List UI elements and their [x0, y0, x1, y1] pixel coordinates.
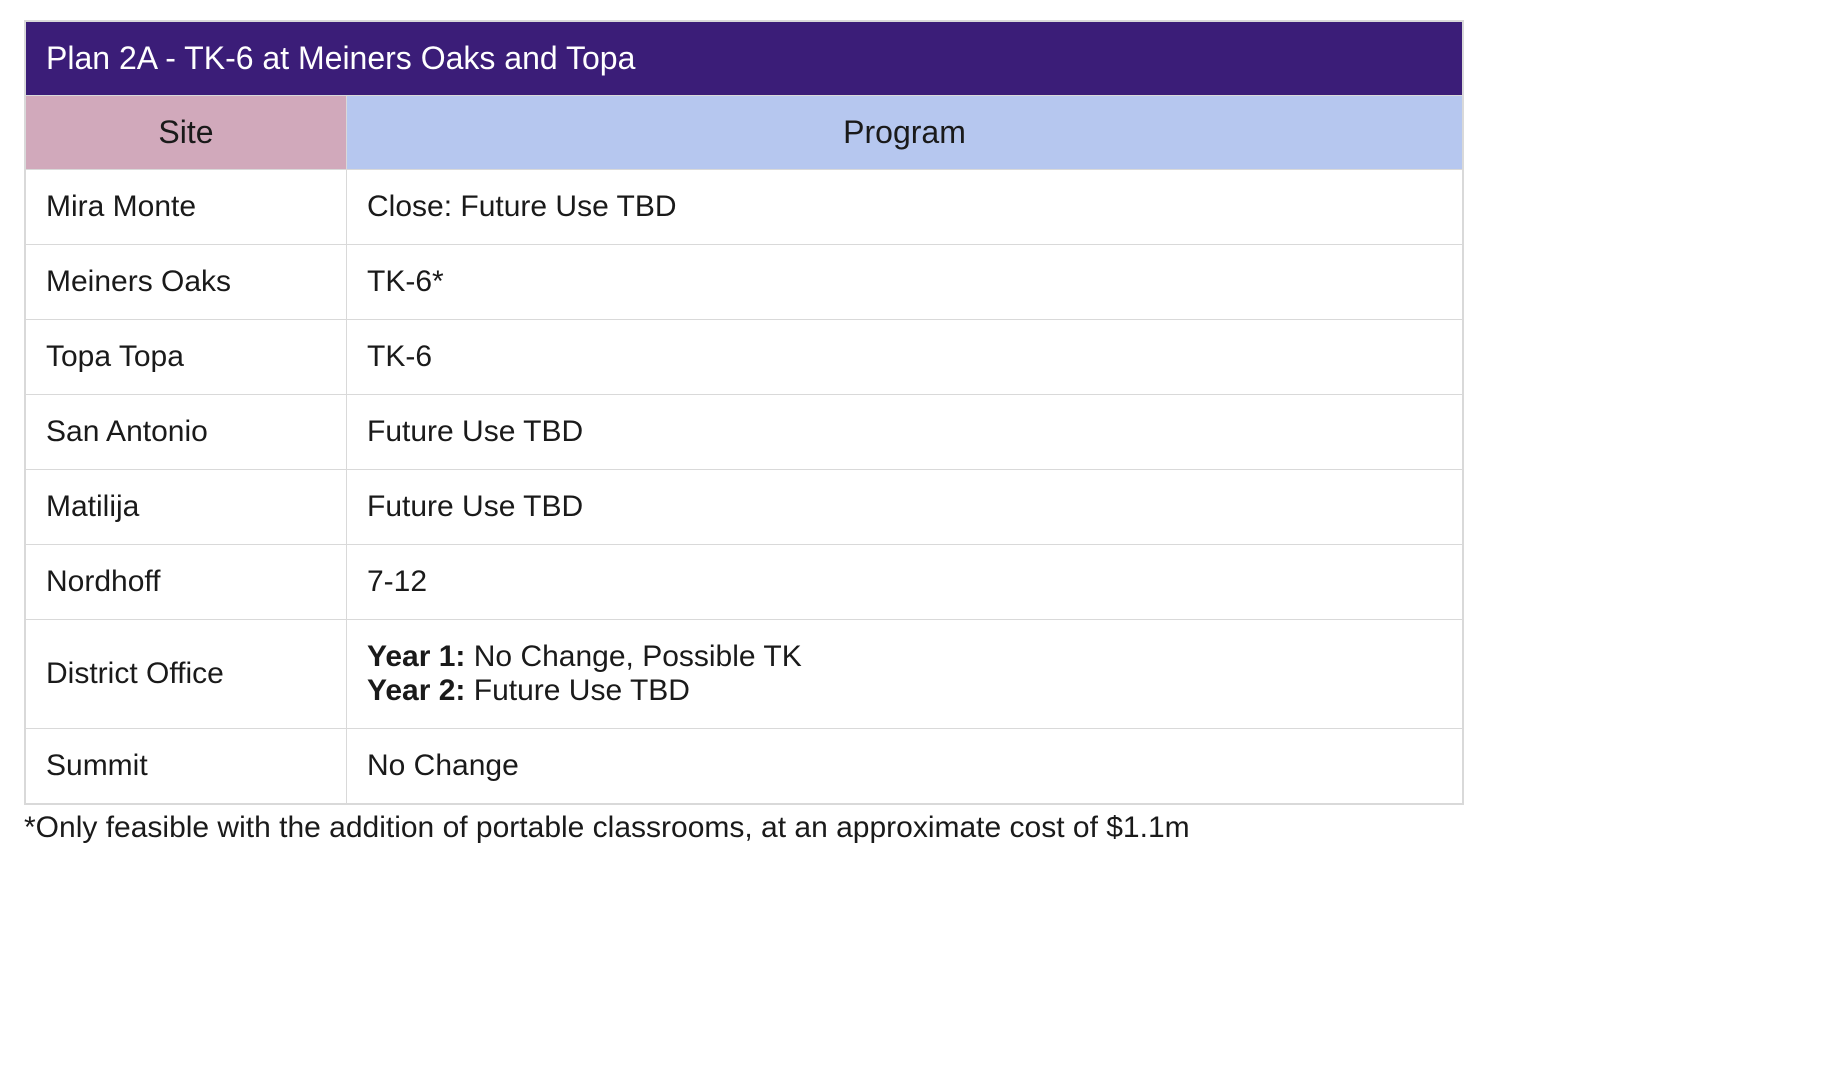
col-header-program: Program — [347, 96, 1464, 170]
table-row: District Office Year 1: No Change, Possi… — [25, 620, 1463, 729]
year2-label: Year 2: — [367, 674, 465, 707]
table-row: Nordhoff 7-12 — [25, 545, 1463, 620]
cell-site: District Office — [25, 620, 347, 729]
cell-program: TK-6* — [347, 245, 1464, 320]
cell-site: San Antonio — [25, 395, 347, 470]
cell-site: Summit — [25, 729, 347, 805]
table-row: Mira Monte Close: Future Use TBD — [25, 170, 1463, 245]
plan-table: Plan 2A - TK-6 at Meiners Oaks and Topa … — [24, 20, 1464, 805]
cell-program: No Change — [347, 729, 1464, 805]
table-row: Topa Topa TK-6 — [25, 320, 1463, 395]
col-header-site: Site — [25, 96, 347, 170]
table-row: San Antonio Future Use TBD — [25, 395, 1463, 470]
table-row: Matilija Future Use TBD — [25, 470, 1463, 545]
table-title: Plan 2A - TK-6 at Meiners Oaks and Topa — [25, 21, 1463, 96]
cell-program: Year 1: No Change, Possible TK Year 2: F… — [347, 620, 1464, 729]
year1-label: Year 1: — [367, 640, 465, 673]
cell-site: Mira Monte — [25, 170, 347, 245]
year1-text: No Change, Possible TK — [465, 640, 801, 673]
cell-program: Future Use TBD — [347, 395, 1464, 470]
year2-text: Future Use TBD — [465, 674, 690, 707]
cell-site: Matilija — [25, 470, 347, 545]
cell-site: Meiners Oaks — [25, 245, 347, 320]
cell-site: Nordhoff — [25, 545, 347, 620]
cell-program: Close: Future Use TBD — [347, 170, 1464, 245]
cell-program: TK-6 — [347, 320, 1464, 395]
cell-site: Topa Topa — [25, 320, 347, 395]
cell-program: 7-12 — [347, 545, 1464, 620]
table-row: Summit No Change — [25, 729, 1463, 805]
footnote: *Only feasible with the addition of port… — [24, 811, 1800, 845]
cell-program: Future Use TBD — [347, 470, 1464, 545]
table-row: Meiners Oaks TK-6* — [25, 245, 1463, 320]
